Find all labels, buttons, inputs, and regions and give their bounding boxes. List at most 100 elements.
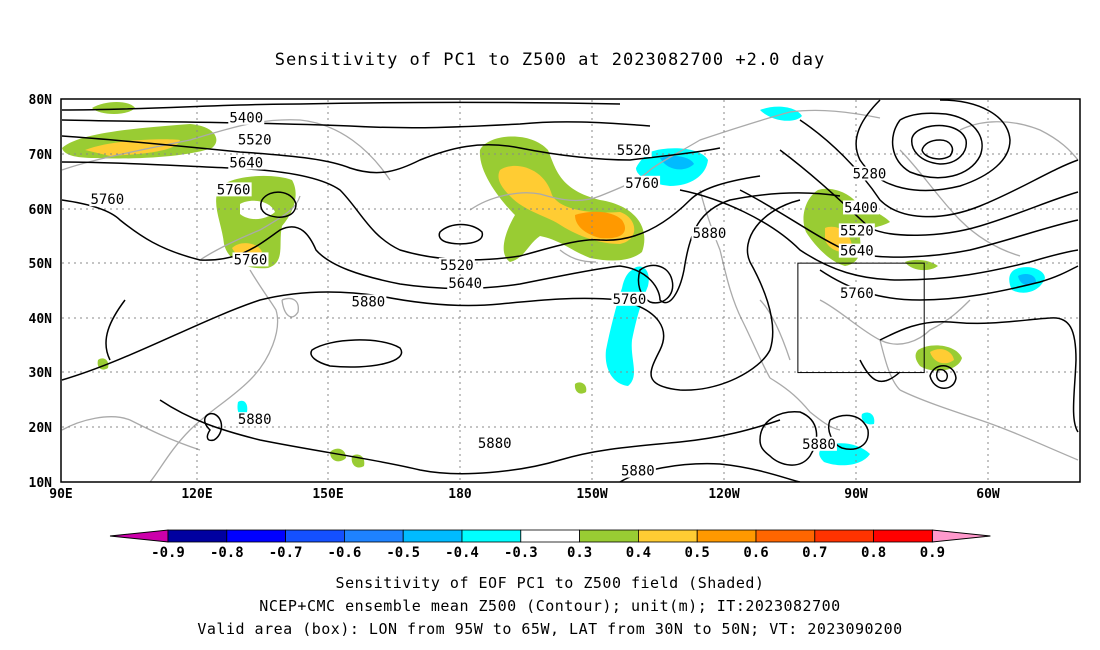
colorbar-segment	[343, 529, 404, 543]
lon-tick-label: 120W	[708, 487, 739, 502]
contour-label: 5520	[238, 133, 272, 149]
contour-label: 5520	[440, 258, 474, 274]
valid-area-box	[797, 262, 925, 374]
lon-tick-label: 60W	[976, 487, 1000, 502]
colorbar-tick-label: -0.5	[386, 545, 420, 561]
contour-label-bg	[615, 142, 652, 157]
contour-label: 5760	[234, 252, 268, 268]
lon-tick-label: 90W	[844, 487, 868, 502]
lon-tick-label: 120E	[181, 487, 212, 502]
contour-label: 5640	[840, 244, 874, 260]
colorbar-tick-label: -0.9	[151, 545, 185, 561]
colorbar-segment	[873, 529, 933, 543]
lat-tick-label: 70N	[29, 148, 53, 163]
contour-label-bg	[447, 275, 484, 290]
sensitivity-shading	[62, 102, 1045, 468]
colorbar-tick-label: 0.3	[567, 545, 592, 561]
colorbar-tick-label: -0.7	[269, 545, 303, 561]
contour-label-bg	[476, 436, 513, 451]
lat-tick-label: 10N	[29, 476, 53, 491]
lat-tick-labels: 80N 70N 60N 50N 40N 30N 20N 10N	[29, 93, 53, 491]
contour-label: 5400	[844, 200, 878, 216]
contour-label: 5760	[613, 292, 647, 308]
contour-label-bg	[350, 294, 387, 309]
colorbar-tick-label: 0.6	[743, 545, 768, 561]
colorbar-tick-label: 0.7	[802, 545, 827, 561]
colorbar-segment	[579, 529, 639, 543]
colorbar-tick-label: -0.4	[445, 545, 479, 561]
lon-tick-label: 150W	[576, 487, 607, 502]
contour-label: 5400	[229, 111, 263, 127]
lon-tick-label: 180	[448, 487, 472, 502]
map-frame	[60, 98, 1081, 483]
colorbar-segment	[226, 529, 287, 543]
colorbar-tick-label: -0.6	[328, 545, 362, 561]
lat-tick-label: 50N	[29, 257, 53, 272]
contour-label: 5880	[352, 295, 386, 311]
lat-tick-label: 80N	[29, 93, 53, 108]
contour-label: 5760	[90, 192, 124, 208]
contour-label: 5520	[617, 143, 651, 159]
colorbar-tick-label: 0.4	[626, 545, 651, 561]
colorbar-segment	[814, 529, 874, 543]
contour-label: 5880	[478, 436, 512, 452]
caption-line-1: Sensitivity of EOF PC1 to Z500 field (Sh…	[335, 574, 765, 592]
colorbar-tick-label: -0.8	[210, 545, 244, 561]
contour-label: 5880	[238, 412, 272, 428]
contour-label-bg	[691, 226, 728, 241]
colorbar-segment	[755, 529, 816, 543]
contour-label: 5760	[625, 176, 659, 192]
caption-line-2: NCEP+CMC ensemble mean Z500 (Contour); u…	[259, 597, 841, 615]
contour-label: 5880	[621, 464, 655, 480]
lon-tick-labels: 90E 120E 150E 180 150W 120W 90W 60W	[49, 487, 1000, 502]
z500-contours	[61, 99, 1079, 482]
lat-tick-label: 40N	[29, 312, 53, 327]
lat-tick-label: 30N	[29, 366, 53, 381]
contour-label-bg	[89, 192, 126, 207]
contour-label-bg	[838, 243, 875, 258]
contour-label: 5880	[802, 437, 836, 453]
contour-label-bg	[228, 155, 265, 170]
contour-label-bg	[215, 182, 252, 197]
colorbar-tick-label: 0.8	[861, 545, 886, 561]
contour-label: 5640	[448, 276, 482, 292]
contour-label-bg	[851, 166, 888, 181]
contour-label-bg	[619, 463, 656, 478]
contour-label-bg	[228, 110, 265, 125]
lat-tick-label: 60N	[29, 203, 53, 218]
lon-tick-label: 90E	[49, 487, 72, 502]
colorbar-segment	[402, 529, 463, 543]
colorbar-segment	[285, 529, 345, 543]
contour-label: 5280	[853, 167, 887, 183]
contour-label-bg	[236, 412, 273, 427]
colorbar-high-arrow	[931, 529, 991, 543]
contour-label: 5640	[229, 156, 263, 172]
colorbar-segment	[638, 529, 698, 543]
contour-labels: 5400 5520 5640 5760 5760 5760 5520 5640 5520 5760…	[89, 110, 888, 480]
colorbar-low-arrow	[109, 529, 169, 543]
lat-tick-label: 20N	[29, 421, 53, 436]
contour-label: 5760	[840, 286, 874, 302]
lat-lon-grid	[62, 100, 1080, 482]
colorbar-tick-label: -0.3	[504, 545, 538, 561]
contour-label-bg	[624, 175, 661, 190]
contour-label-bg	[611, 291, 648, 306]
contour-label-bg	[236, 132, 273, 147]
contour-label-bg	[232, 252, 269, 267]
contour-label-bg	[838, 223, 875, 238]
chart-title: Sensitivity of PC1 to Z500 at 2023082700…	[274, 50, 826, 70]
colorbar-segment	[167, 529, 228, 543]
colorbar: -0.9 -0.8 -0.7 -0.6 -0.5 -0.4 -0.3 0.3 0.4 0.5 0.6…	[109, 529, 991, 561]
contour-label-bg	[843, 200, 880, 215]
contour-label-bg	[438, 257, 475, 272]
lon-tick-label: 150E	[312, 487, 343, 502]
contour-label-bg	[800, 436, 837, 451]
colorbar-tick-label: 0.5	[685, 545, 710, 561]
colorbar-segment	[461, 529, 522, 543]
contour-label: 5880	[693, 226, 727, 242]
contour-label: 5520	[840, 223, 874, 239]
contour-label-bg	[838, 285, 875, 300]
caption-line-3: Valid area (box): LON from 95W to 65W, L…	[197, 620, 903, 638]
colorbar-tick-label: 0.9	[920, 545, 945, 561]
